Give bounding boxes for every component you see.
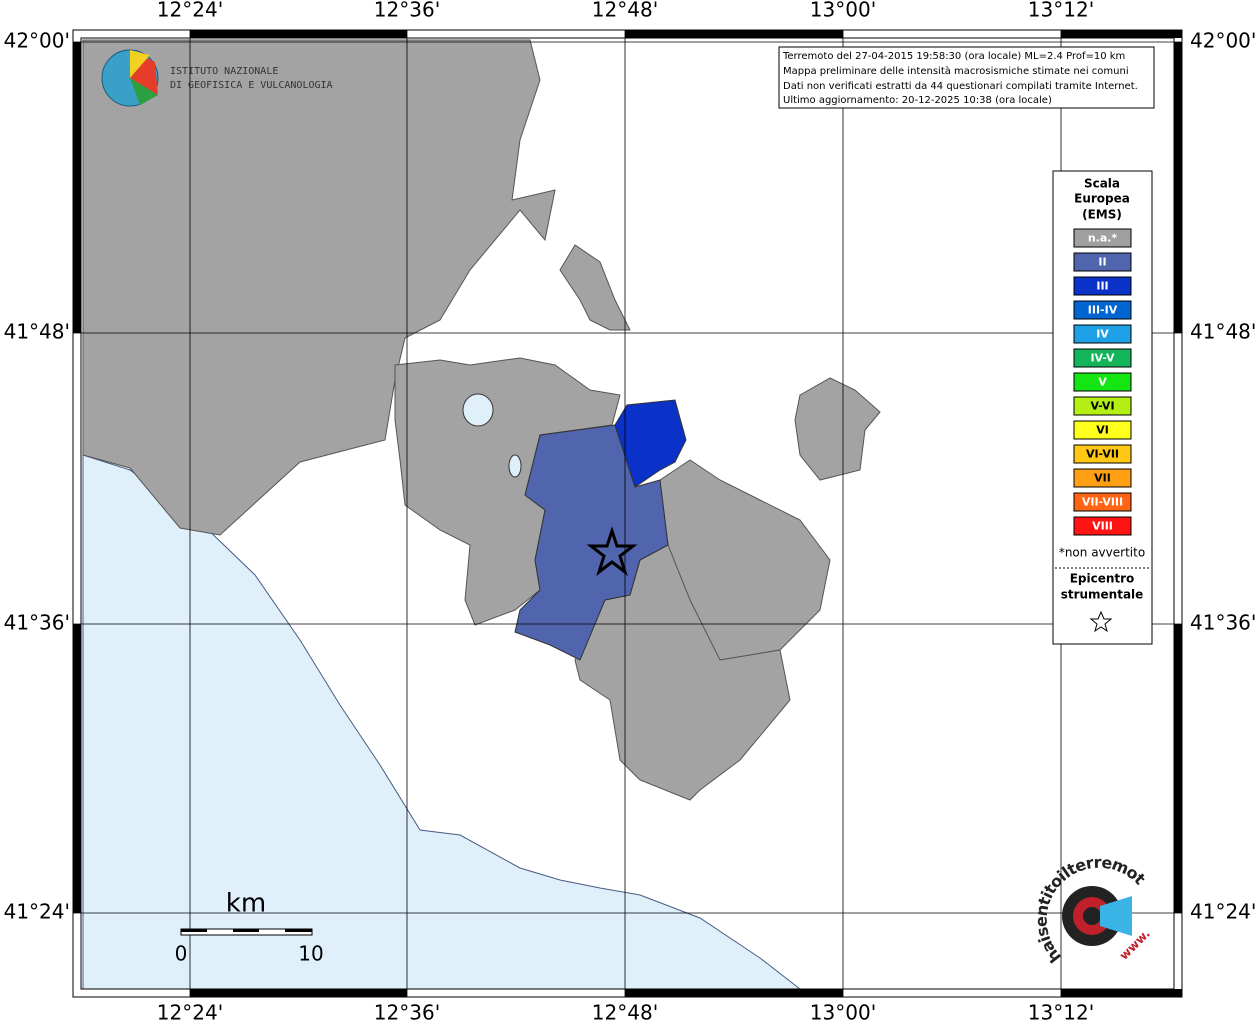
scale-tick: 0: [175, 942, 188, 966]
lon-label: 13°12': [1028, 0, 1094, 22]
scale-segment: [285, 929, 312, 932]
lon-label: 12°36': [374, 0, 440, 22]
lake: [462, 393, 494, 427]
legend-epicenter: strumentale: [1061, 588, 1144, 602]
badge-speaker: [1100, 896, 1132, 936]
legend-label: VII: [1094, 472, 1111, 485]
sea: [82, 454, 802, 990]
legend-label: VI: [1096, 424, 1109, 437]
legend-label: II: [1098, 256, 1106, 269]
frame-segment: [625, 989, 843, 997]
frame: [72, 29, 1183, 998]
land-area: [559, 244, 631, 331]
legend-swatch: [1073, 348, 1132, 368]
lat-label: 41°24': [4, 900, 70, 924]
lon-label: 12°48': [592, 0, 658, 22]
lon-label: 13°12': [1028, 1001, 1094, 1025]
info-box: Terremoto del 27-04-2015 19:58:30 (ora l…: [778, 46, 1155, 109]
lon-label: 13°00': [810, 0, 876, 22]
legend-label: III: [1096, 280, 1108, 293]
legend-swatch: [1073, 276, 1132, 296]
lon-label: 13°00': [810, 1001, 876, 1025]
legend-swatch: [1073, 228, 1132, 248]
lat-label: 41°48': [1190, 320, 1255, 344]
land-area: [794, 377, 881, 481]
frame-segment: [625, 30, 843, 38]
info-frame: [778, 46, 1155, 109]
legend-swatch: [1073, 444, 1132, 464]
info-line: Dati non verificati estratti da 44 quest…: [783, 81, 1138, 92]
legend-swatch: [1073, 468, 1132, 488]
info-line: Mappa preliminare delle intensità macros…: [783, 65, 1129, 77]
legend-swatch: [1073, 300, 1132, 320]
legend-swatch: [1073, 372, 1132, 392]
legend-label: V-VI: [1090, 400, 1114, 413]
legend-label: n.a.*: [1088, 232, 1118, 245]
info-line: Ultimo aggiornamento: 20-12-2025 10:38 (…: [783, 95, 1052, 106]
lat-label: 41°24': [1190, 900, 1255, 924]
legend-label: VII-VIII: [1082, 496, 1123, 509]
lon-label: 12°48': [592, 1001, 658, 1025]
map-area: [81, 38, 1174, 990]
frame-segment: [1061, 989, 1182, 997]
grid: [73, 30, 1182, 997]
info-line: Terremoto del 27-04-2015 19:58:30 (ora l…: [782, 51, 1125, 62]
logo-text: ISTITUTO NAZIONALE: [170, 66, 278, 77]
intensity-area: [514, 424, 669, 661]
legend-title: (EMS): [1082, 208, 1122, 222]
badge-target: [1083, 907, 1101, 925]
frame-segment: [1174, 42, 1182, 333]
legend-label: V: [1098, 376, 1107, 389]
frame-segment: [190, 989, 407, 997]
legend-label: IV-V: [1090, 352, 1115, 365]
legend-label: IV: [1096, 328, 1109, 341]
lat-label: 42°00': [1190, 29, 1255, 53]
legend-swatch: [1073, 420, 1132, 440]
frame-segment: [73, 42, 81, 333]
logo-text: DI GEOFISICA E VULCANOLOGIA: [170, 80, 333, 91]
frame-segment: [73, 624, 81, 913]
legend-title: Europea: [1074, 192, 1130, 206]
legend-swatch: [1073, 516, 1132, 536]
scale-bar: km 0 10: [175, 889, 324, 966]
legend-swatch: [1073, 396, 1132, 416]
legend-swatch: [1073, 324, 1132, 344]
legend-note: *non avvertito: [1059, 546, 1145, 560]
legend-label: III-IV: [1088, 304, 1118, 317]
lat-label: 42°00': [4, 29, 70, 53]
frame-segment: [1061, 30, 1182, 38]
logo: ISTITUTO NAZIONALE DI GEOFISICA E VULCAN…: [101, 49, 333, 107]
frame-segment: [1174, 624, 1182, 913]
scale-unit: km: [226, 889, 266, 919]
lon-label: 12°24': [157, 0, 223, 22]
legend-swatch: [1073, 252, 1132, 272]
lat-label: 41°48': [4, 320, 70, 344]
lon-label: 12°36': [374, 1001, 440, 1025]
logo-segment: [130, 78, 158, 105]
land-area: [82, 39, 556, 536]
legend-epicenter: Epicentro: [1070, 572, 1135, 586]
intensity-area: [614, 399, 687, 488]
lon-label: 12°24': [157, 1001, 223, 1025]
lat-label: 41°36': [4, 611, 70, 635]
legend-label: VI-VII: [1086, 448, 1119, 461]
lat-label: 41°36': [1190, 611, 1255, 635]
legend-star: [1089, 610, 1113, 633]
scale-segment: [233, 929, 259, 932]
lake: [508, 454, 522, 478]
epicenter-star: [586, 526, 638, 577]
scale-segment: [181, 929, 207, 932]
legend: Scala Europea (EMS) *non avvertito Epice…: [1052, 170, 1153, 645]
scale-tick: 10: [298, 942, 323, 966]
legend-swatch: [1073, 492, 1132, 512]
legend-label: VIII: [1092, 520, 1113, 533]
logo-segment: [130, 50, 150, 78]
frame-segment: [190, 30, 407, 38]
legend-title: Scala: [1084, 177, 1120, 191]
